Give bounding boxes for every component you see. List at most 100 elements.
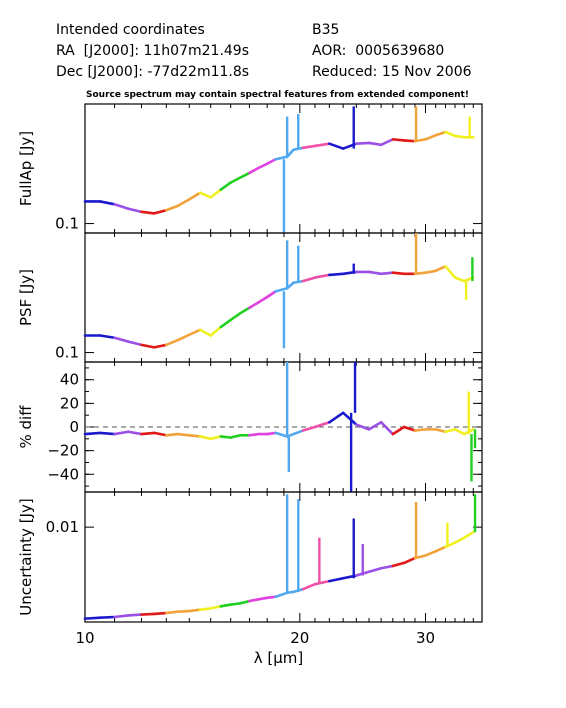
spectrum-segment [248,166,260,175]
spectrum-segment [176,609,191,613]
spectrum-segment [187,433,202,438]
spectrum-segment [176,432,191,437]
extended-source-note: Source spectrum may contain spectral fea… [86,90,469,100]
spectrum-segment [391,561,406,568]
spectrum-segment [219,181,232,191]
spectrum-segment [229,602,242,606]
spectrum-segment [165,338,180,347]
spectrum-segment [402,556,417,565]
spectrum-segment [209,188,223,199]
spectrum-segment [229,433,242,439]
spectrum-segment [313,273,331,279]
x-tick-label: 30 [416,629,435,647]
spectrum-segment [98,615,116,619]
spectrum-segment [301,276,317,283]
spectrum-segment [209,435,223,441]
spectrum-segment [367,566,383,574]
spectrum-segment [453,276,466,283]
spectrum-segment [355,423,371,431]
spectrum-segment [313,142,331,148]
spectrum-segment [113,430,130,436]
spectrum-segment [434,545,447,553]
y-tick-label: −40 [47,465,79,483]
y-tick-label: 0.01 [46,518,79,536]
spectrum-segment [140,431,156,436]
spectrum-segment [274,286,289,293]
y-tick-label: −20 [47,442,79,460]
spectrum-segment [379,271,395,276]
spectrum-segment [313,420,331,429]
spectrum-segment [165,432,180,437]
y-axis-title-4: Uncertainty [Jy] [17,498,35,615]
spectrum-segment [301,425,317,432]
y-tick-label: 20 [60,394,79,412]
spectrum-segment [152,431,168,437]
spectrum-segment [265,290,277,299]
spectrum-segment [424,133,437,141]
spectrum-segment [379,420,395,436]
spectrum-segment [152,343,168,349]
y-axis-title-2: PSF [Jy] [17,269,35,326]
spectrum-segment [165,204,180,212]
spectrum-segment [152,611,168,616]
spectrum-segment [274,431,289,438]
spectrum-segment [313,579,331,586]
y-axis-title-1: FullAp [Jy] [17,131,35,206]
header-dec: Dec [J2000]: -77d22m11.8s [56,64,250,80]
spectrum-segment [198,435,212,441]
spectrum-segment [113,202,130,211]
spectrum-segment [219,435,232,439]
spectrum-segment [219,603,232,608]
spectrum-segment [265,595,277,600]
spectrum-segment [434,428,447,434]
y-tick-label: 40 [60,371,79,389]
spectrum-segment [424,269,437,274]
spectrum-segment [391,425,406,436]
spectrum-segment [140,612,156,616]
spectrum-segment [209,325,223,337]
spectrum-segment [367,270,383,276]
spectrum-segment [238,599,251,605]
spectrum-segment [462,530,475,540]
x-tick-label: 20 [290,629,309,647]
spectrum-segment [238,306,251,315]
spectrum-segment [328,411,345,424]
spectrum-segment [341,411,358,426]
spectrum-segment [367,141,383,147]
x-tick-label: 10 [75,629,94,647]
spectrum-segment [444,130,457,138]
spectrum-segment [98,200,116,206]
spectrum-segment [176,333,191,342]
spectrum-segment [127,430,143,436]
header-source-name: B35 [312,22,340,38]
header-reduced-date: Reduced: 15 Nov 2006 [312,64,472,80]
spectrum-segment [391,138,406,142]
spectrum-segment [453,536,466,545]
spectrum-segment [402,139,417,143]
spectrum-segment [248,432,260,437]
spectrum-segment [113,336,130,343]
spectrum-segment [98,334,116,340]
y-tick-label: 0.1 [55,344,79,362]
spectrum-segment [127,207,143,214]
header-ra: RA [J2000]: 11h07m21.49s [56,43,249,59]
y-tick-label: 0 [69,418,79,436]
spectrum-segment [229,312,242,322]
spectrum-segment [328,576,345,583]
spectrum-segment [127,613,143,617]
spectrum-segment [434,265,447,273]
header-intended-coordinates: Intended coordinates [56,22,205,38]
spectrum-segment [140,210,156,215]
spectrum-segment [248,301,260,310]
spectrum-segment [187,191,202,201]
spectrum-segment [127,340,143,347]
spectrum-segment [402,425,417,432]
spectrum-segment [328,272,345,277]
spectrum-segment [238,171,251,179]
spectrum-segment [229,176,242,184]
spectrum-segment [257,596,269,601]
spectrum-segment [379,564,395,570]
spectrum-segment [198,191,212,199]
spectrum-segment [140,343,156,349]
